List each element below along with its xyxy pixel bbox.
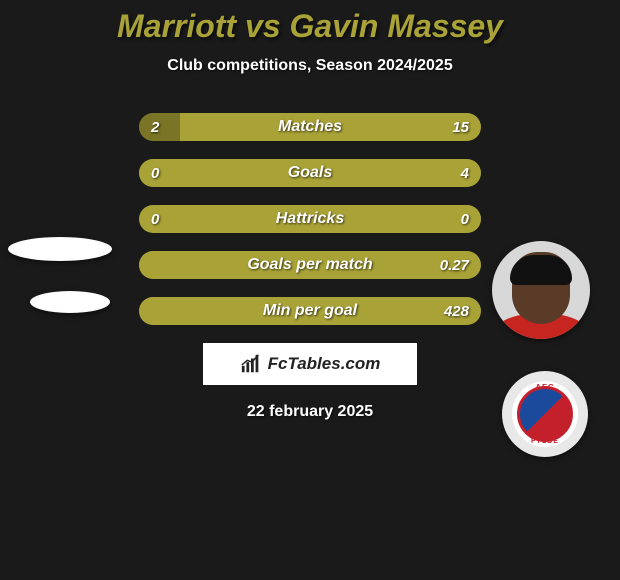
stat-value-right: 15	[452, 113, 469, 141]
stat-label: Goals per match	[139, 251, 481, 279]
stat-value-left: 2	[151, 113, 159, 141]
stat-value-left: 0	[151, 159, 159, 187]
brand-box[interactable]: FcTables.com	[203, 343, 417, 385]
stat-row: Matches2 15	[139, 113, 481, 141]
brand-text: FcTables.com	[268, 354, 381, 374]
stat-label: Goals	[139, 159, 481, 187]
stat-row: Goals0 4	[139, 159, 481, 187]
stat-row: Goals per match0.27	[139, 251, 481, 279]
stat-value-left: 0	[151, 205, 159, 233]
stat-value-right: 428	[444, 297, 469, 325]
page-title: Marriott vs Gavin Massey	[0, 0, 620, 45]
chart-icon	[240, 353, 262, 375]
stat-value-right: 0.27	[440, 251, 469, 279]
stats-area: AFC FYLDE Matches215Goals04Hattricks00Go…	[0, 113, 620, 325]
player-right-club-crest: AFC FYLDE	[502, 371, 588, 457]
subtitle: Club competitions, Season 2024/2025	[0, 57, 620, 75]
stat-label: Min per goal	[139, 297, 481, 325]
player-left-badge-2	[30, 291, 110, 313]
stat-row: Hattricks0 0	[139, 205, 481, 233]
stat-label: Hattricks	[139, 205, 481, 233]
avatar-face	[492, 241, 590, 339]
stat-value-right: 4	[461, 159, 469, 187]
stat-value-right: 0	[461, 205, 469, 233]
player-right-avatar	[492, 241, 590, 339]
player-left-badge-1	[8, 237, 112, 261]
stat-row: Min per goal428	[139, 297, 481, 325]
crest-bottom-text: FYLDE	[512, 438, 578, 445]
stat-label: Matches	[139, 113, 481, 141]
